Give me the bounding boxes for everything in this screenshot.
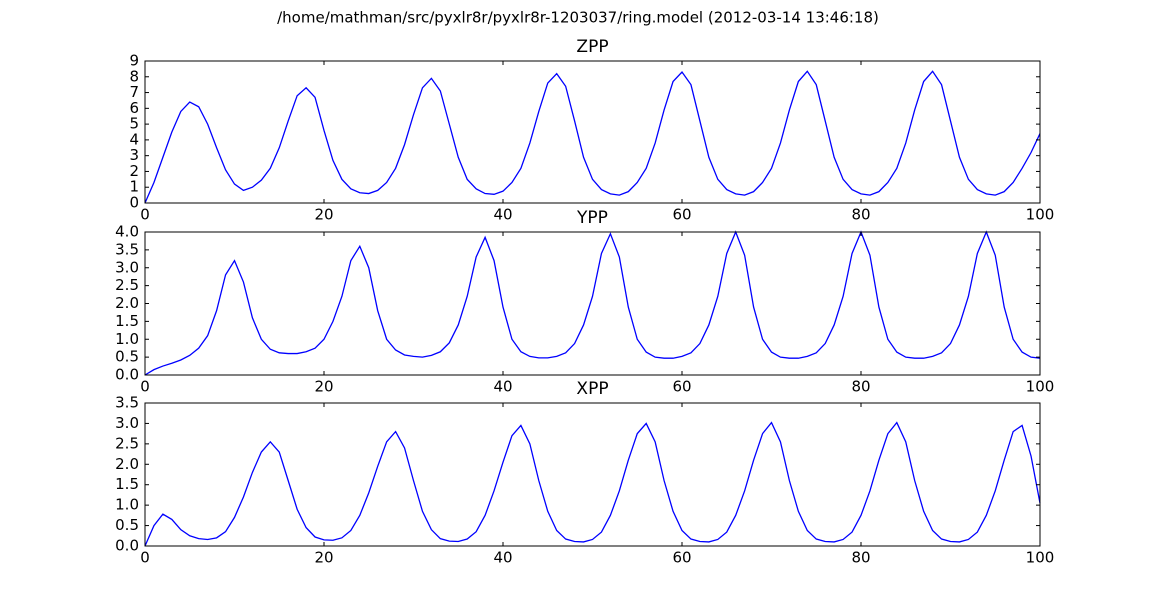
x-tick-label: 40 [493, 206, 512, 224]
x-tick-label: 60 [672, 378, 691, 396]
y-tick-label: 3.5 [115, 394, 139, 412]
y-tick-label: 0.5 [115, 348, 139, 366]
x-tick-label: 20 [314, 549, 333, 567]
plot-area [145, 61, 1040, 203]
axes-title: ZPP [576, 37, 608, 57]
y-tick-label: 9 [129, 52, 139, 70]
y-tick-label: 0.0 [115, 537, 139, 555]
data-line [144, 70, 1041, 204]
x-tick-label: 0 [140, 206, 150, 224]
y-tick-label: 3 [129, 146, 139, 164]
x-tick-label: 0 [140, 549, 150, 567]
axes-frame [144, 60, 1041, 204]
y-tick-label: 0.0 [115, 366, 139, 384]
y-tick-label: 1.0 [115, 330, 139, 348]
y-tick-label: 0.5 [115, 516, 139, 534]
x-tick-label: 100 [1026, 378, 1055, 396]
y-tick-label: 3.0 [115, 258, 139, 276]
y-tick-label: 2.5 [115, 434, 139, 452]
y-tick-label: 1 [129, 178, 139, 196]
y-tick-label: 1.5 [115, 312, 139, 330]
axes-title: XPP [576, 379, 608, 399]
x-tick-label: 60 [672, 206, 691, 224]
y-tick-label: 3.0 [115, 414, 139, 432]
x-tick-label: 80 [851, 206, 870, 224]
x-tick-label: 40 [493, 378, 512, 396]
y-tick-label: 7 [129, 83, 139, 101]
y-tick-label: 1.0 [115, 496, 139, 514]
figure-title: /home/mathman/src/pyxlr8r/pyxlr8r-120303… [277, 9, 879, 27]
x-tick-label: 20 [314, 378, 333, 396]
y-tick-label: 6 [129, 99, 139, 117]
y-tick-label: 4.0 [115, 223, 139, 241]
x-tick-label: 100 [1026, 549, 1055, 567]
plot-area [145, 403, 1040, 546]
plot-area [145, 232, 1040, 375]
y-tick-label: 5 [129, 115, 139, 133]
data-line [144, 230, 1041, 376]
y-tick-label: 3.5 [115, 240, 139, 258]
y-tick-label: 0 [129, 194, 139, 212]
y-tick-label: 2.0 [115, 455, 139, 473]
y-tick-label: 4 [129, 130, 139, 148]
y-tick-label: 1.5 [115, 475, 139, 493]
x-tick-label: 0 [140, 378, 150, 396]
y-tick-label: 2.5 [115, 276, 139, 294]
x-tick-label: 60 [672, 549, 691, 567]
x-tick-label: 40 [493, 549, 512, 567]
x-tick-label: 80 [851, 378, 870, 396]
x-tick-label: 80 [851, 549, 870, 567]
x-tick-label: 100 [1026, 206, 1055, 224]
y-tick-label: 2 [129, 162, 139, 180]
axes-frame [144, 402, 1041, 547]
data-line [144, 421, 1041, 547]
x-tick-label: 20 [314, 206, 333, 224]
y-tick-label: 2.0 [115, 294, 139, 312]
axes-title: YPP [576, 208, 608, 228]
y-tick-label: 8 [129, 67, 139, 85]
